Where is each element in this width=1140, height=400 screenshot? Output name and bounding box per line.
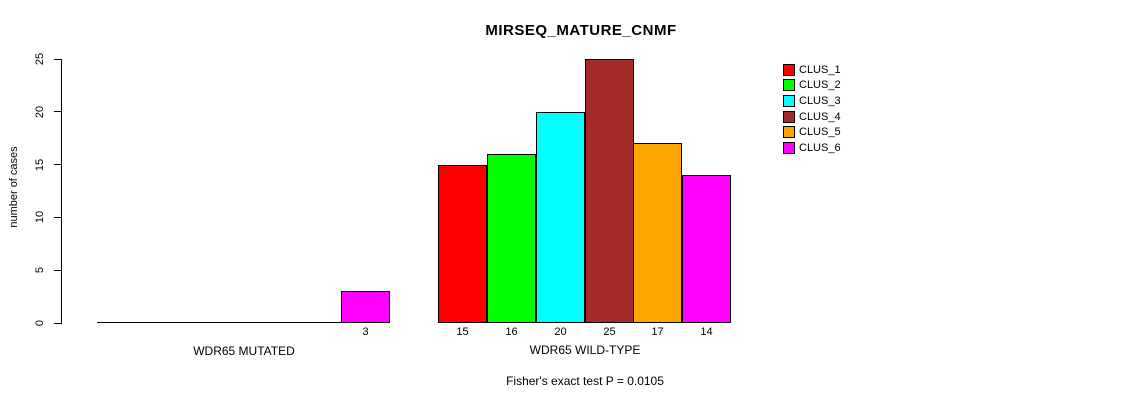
bar-clus_6 <box>682 175 731 323</box>
bar-value-label: 16 <box>505 326 518 338</box>
legend-row: CLUS_1 <box>783 62 841 78</box>
legend-swatch-clus_1 <box>783 63 795 76</box>
y-tick-label: 20 <box>34 105 46 118</box>
bar-value-label: 17 <box>651 326 664 338</box>
y-tick-label: 5 <box>34 267 46 274</box>
group-label-mutated: WDR65 MUTATED <box>193 344 295 358</box>
legend-label: CLUS_5 <box>799 126 841 139</box>
legend-swatch-clus_4 <box>783 110 795 123</box>
bar-clus_6 <box>341 291 390 323</box>
legend-row: CLUS_3 <box>783 93 841 109</box>
fisher-test-annotation: Fisher's exact test P = 0.0105 <box>506 374 664 388</box>
legend-label: CLUS_6 <box>799 141 841 154</box>
bar-value-label: 14 <box>700 326 713 338</box>
y-tick-label: 25 <box>34 52 46 66</box>
legend-swatch-clus_5 <box>783 126 795 139</box>
y-tick <box>54 164 61 166</box>
legend-row: CLUS_5 <box>783 124 841 140</box>
bar-value-label: 20 <box>554 326 567 338</box>
bar-clus_3 <box>195 322 244 323</box>
bar-value-label: 25 <box>603 326 616 338</box>
y-axis-label: number of cases <box>8 146 20 228</box>
y-tick <box>54 322 61 324</box>
y-axis-line <box>61 59 62 324</box>
y-tick-label: 15 <box>34 158 46 171</box>
y-tick <box>54 216 61 218</box>
bar-clus_2 <box>146 322 195 323</box>
y-tick <box>54 58 61 60</box>
y-tick-label: 10 <box>34 211 46 224</box>
bar-value-label: 3 <box>362 326 369 338</box>
y-tick-label: 0 <box>34 319 46 327</box>
group-label-wildtype: WDR65 WILD-TYPE <box>529 343 641 357</box>
legend-label: CLUS_2 <box>799 79 841 92</box>
bar-clus_2 <box>487 154 536 323</box>
bar-clus_5 <box>292 322 341 323</box>
legend-swatch-clus_3 <box>783 94 795 107</box>
legend-row: CLUS_4 <box>783 109 841 125</box>
bar-clus_5 <box>633 143 682 323</box>
legend-label: CLUS_3 <box>799 94 841 107</box>
legend-row: CLUS_2 <box>783 78 841 94</box>
bar-clus_1 <box>438 165 487 323</box>
bar-clus_3 <box>536 112 585 323</box>
bar-value-label: 15 <box>456 326 469 338</box>
legend: CLUS_1 CLUS_2 CLUS_3 CLUS_4 CLUS_5 CLUS_6 <box>783 62 841 156</box>
legend-label: CLUS_1 <box>799 63 841 76</box>
legend-swatch-clus_2 <box>783 79 795 92</box>
bar-clus_4 <box>244 322 293 323</box>
y-tick <box>54 111 61 113</box>
legend-label: CLUS_4 <box>799 110 841 123</box>
legend-row: CLUS_6 <box>783 140 841 156</box>
bar-clus_1 <box>97 322 146 323</box>
bar-clus_4 <box>585 59 634 323</box>
y-tick <box>54 269 61 271</box>
legend-swatch-clus_6 <box>783 141 795 154</box>
chart-title: MIRSEQ_MATURE_CNMF <box>485 22 677 39</box>
